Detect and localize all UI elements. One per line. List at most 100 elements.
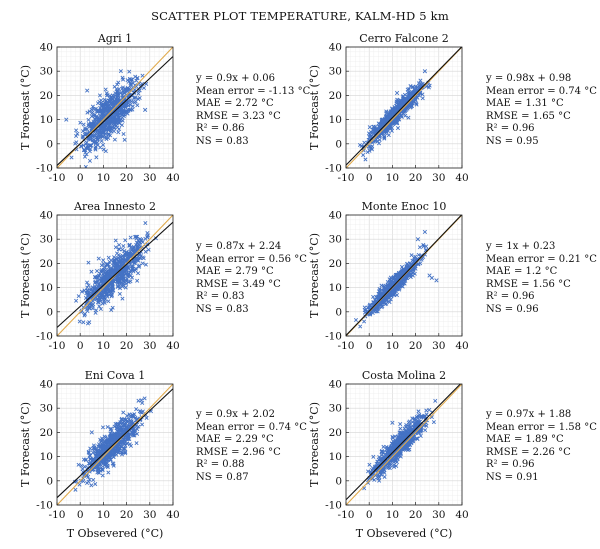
data-point <box>107 99 112 104</box>
data-point <box>407 87 412 92</box>
data-point <box>404 265 409 270</box>
plot-frame <box>345 214 463 337</box>
x-tick-label: 40 <box>166 509 179 521</box>
data-point <box>119 260 124 265</box>
y-tick-label: 10 <box>329 451 342 463</box>
data-point <box>101 278 106 283</box>
data-point <box>88 457 93 462</box>
stats-line: y = 0.97x + 1.88 <box>486 409 572 420</box>
data-point <box>74 128 79 133</box>
outlier-point <box>427 273 432 278</box>
data-point <box>122 423 127 428</box>
data-point <box>128 83 134 88</box>
x-tick-label: 30 <box>143 340 156 352</box>
outlier-point <box>64 117 69 122</box>
data-point <box>81 320 86 325</box>
data-point <box>113 245 118 250</box>
data-point <box>416 81 421 86</box>
reference-lines <box>346 215 462 336</box>
y-axis-label: T Forecast (°C) <box>308 65 321 150</box>
y-axis-label: T Forecast (°C) <box>19 65 32 150</box>
data-point <box>384 124 389 129</box>
data-point <box>85 288 90 293</box>
data-point <box>100 425 105 430</box>
outlier-point <box>422 229 427 235</box>
data-point <box>118 421 123 426</box>
data-point <box>127 86 132 91</box>
data-point <box>119 417 124 422</box>
data-point <box>391 439 396 444</box>
data-point <box>90 306 95 311</box>
data-point <box>139 237 144 242</box>
data-point <box>415 423 420 428</box>
stats-line: RMSE = 3.23 °C <box>196 110 281 122</box>
data-point <box>73 141 78 146</box>
data-point <box>131 95 136 100</box>
outlier-point <box>143 107 148 113</box>
stats-line: NS = 0.91 <box>486 471 539 483</box>
data-point <box>379 283 384 288</box>
data-point <box>398 454 403 459</box>
data-point <box>411 439 416 444</box>
data-point <box>371 454 376 459</box>
data-point <box>386 465 391 470</box>
data-point <box>382 135 387 140</box>
data-point <box>137 263 142 268</box>
x-tick-label: 10 <box>386 172 399 184</box>
data-point <box>92 446 97 451</box>
data-point <box>376 121 381 126</box>
x-tick-label: 20 <box>409 172 422 184</box>
data-point <box>127 251 132 256</box>
scatter-panel: -10 0 10 20 30 40 40 30 20 10 0 -10 Cerro Falcone 2 T… <box>308 32 469 184</box>
one-to-one-line <box>346 384 462 505</box>
data-point <box>93 147 98 152</box>
data-point <box>123 449 128 454</box>
data-point <box>88 288 93 293</box>
data-point <box>124 251 129 256</box>
x-tick-label: 40 <box>455 172 468 184</box>
y-tick-label: 20 <box>40 427 53 439</box>
data-point <box>108 133 113 138</box>
y-tick-label: 10 <box>329 282 342 294</box>
data-point <box>115 277 120 282</box>
data-point <box>398 422 403 427</box>
data-point <box>126 436 131 441</box>
data-point <box>97 273 102 278</box>
data-point <box>69 155 74 160</box>
data-point <box>123 238 128 243</box>
data-point <box>80 129 85 134</box>
data-point <box>85 285 90 290</box>
data-point <box>140 261 145 266</box>
data-point <box>412 436 417 441</box>
data-point <box>94 268 100 274</box>
stats-line: R² = 0.88 <box>196 459 245 471</box>
data-point <box>420 96 425 101</box>
data-point <box>140 400 145 405</box>
stats-line: y = 0.87x + 2.24 <box>196 241 282 252</box>
stats-line: RMSE = 1.56 °C <box>486 278 571 290</box>
data-points <box>72 396 154 492</box>
data-point <box>379 472 384 477</box>
data-point <box>112 94 117 99</box>
data-point <box>129 275 135 280</box>
data-point <box>379 123 384 128</box>
data-point <box>396 453 401 458</box>
data-point <box>101 147 106 152</box>
data-point <box>128 279 133 284</box>
data-point <box>90 110 95 115</box>
outlier-point <box>434 278 439 283</box>
data-point <box>133 268 138 273</box>
data-point <box>121 107 126 112</box>
x-tick-label: 30 <box>432 340 445 352</box>
data-point <box>126 272 131 277</box>
outlier-point <box>394 90 400 96</box>
data-point <box>84 472 89 477</box>
data-point <box>120 92 125 97</box>
y-tick-label: -10 <box>36 163 53 175</box>
data-point <box>108 126 113 131</box>
stats-line: MAE = 1.31 °C <box>486 98 564 110</box>
stats-line: MAE = 2.72 °C <box>196 98 274 110</box>
data-point <box>394 455 399 460</box>
y-tick-label: 20 <box>40 258 53 270</box>
